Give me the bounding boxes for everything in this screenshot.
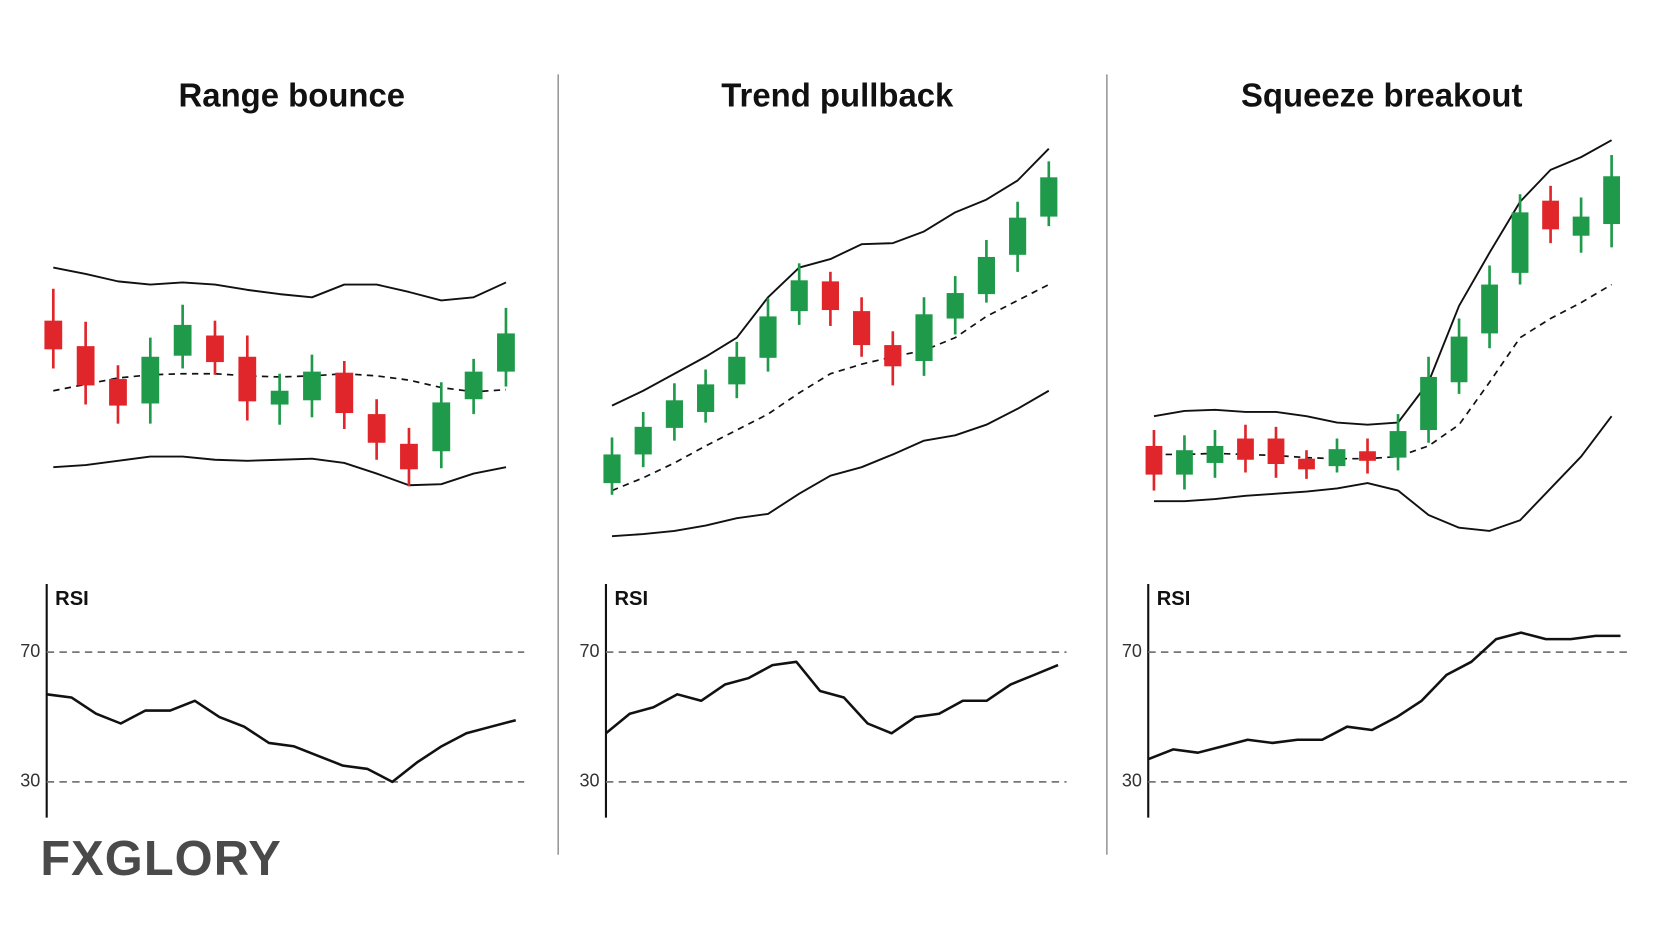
rsi-line [605, 660, 1059, 735]
chart-title: Range bounce [179, 76, 406, 113]
candle-body [665, 400, 683, 428]
candle-body [206, 335, 224, 363]
band-upper [611, 147, 1050, 407]
candle-body [1009, 217, 1027, 255]
band-upper [1153, 139, 1613, 426]
rsi-label: RSI [55, 588, 89, 610]
rsi-tick-label: 30 [20, 771, 40, 791]
candle-body [1572, 216, 1590, 236]
candle-body [432, 402, 451, 452]
candle-body [728, 356, 746, 385]
rsi-tick-label: 70 [1122, 641, 1142, 661]
candle-body [697, 384, 715, 412]
candle-body [1298, 458, 1315, 470]
candle-body [1481, 284, 1498, 334]
candle-body [1542, 200, 1559, 230]
candle-body [109, 379, 127, 406]
candle-body [634, 426, 652, 455]
candle-body [1603, 176, 1620, 225]
candle-body [335, 372, 354, 414]
logo: FXGLORY [40, 832, 281, 886]
candle-body [141, 356, 160, 404]
candle-body [790, 280, 808, 312]
rsi-line [46, 693, 517, 784]
candle-body [1450, 336, 1468, 383]
candle-body [1267, 438, 1285, 464]
candle-body [915, 314, 933, 362]
rsi-label: RSI [1157, 588, 1191, 610]
candle-body [1206, 445, 1224, 463]
candle-body [400, 443, 418, 470]
rsi-label: RSI [614, 588, 648, 610]
candle-body [1511, 212, 1529, 273]
band-lower [1153, 415, 1613, 532]
rsi-tick-label: 30 [580, 771, 600, 791]
candle-body [238, 356, 257, 402]
rsi-line [1147, 631, 1621, 761]
candle-body [173, 324, 192, 356]
rsi-tick-label: 30 [1122, 771, 1142, 791]
candle-body [1176, 450, 1193, 475]
candle-body [1359, 451, 1376, 461]
candle-body [76, 346, 95, 386]
chart-title: Squeeze breakout [1241, 76, 1522, 113]
band-middle [1153, 283, 1613, 460]
candle-body [1328, 449, 1346, 467]
candle-body [464, 371, 483, 400]
band-upper [53, 266, 507, 302]
rsi-tick-label: 70 [20, 641, 40, 661]
candle-body [884, 345, 902, 367]
candle-body [44, 320, 63, 350]
candle-body [270, 390, 289, 405]
candle-body [603, 454, 621, 484]
candle-body [303, 371, 321, 401]
candle-body [946, 293, 964, 319]
band-lower [53, 455, 507, 487]
chart-title: Trend pullback [721, 76, 954, 113]
candle-body [1145, 445, 1163, 475]
candle-body [853, 311, 871, 346]
candle-body [1237, 438, 1254, 460]
candle-body [1389, 431, 1407, 458]
candle-body [821, 281, 839, 311]
rsi-tick-label: 70 [580, 641, 600, 661]
candle-body [1420, 376, 1437, 431]
band-lower [611, 389, 1050, 538]
candle-body [497, 333, 515, 372]
candle-body [367, 414, 386, 443]
candle-body [977, 256, 995, 295]
candle-body [759, 316, 777, 358]
band-middle [611, 283, 1050, 492]
candle-body [1040, 177, 1058, 217]
